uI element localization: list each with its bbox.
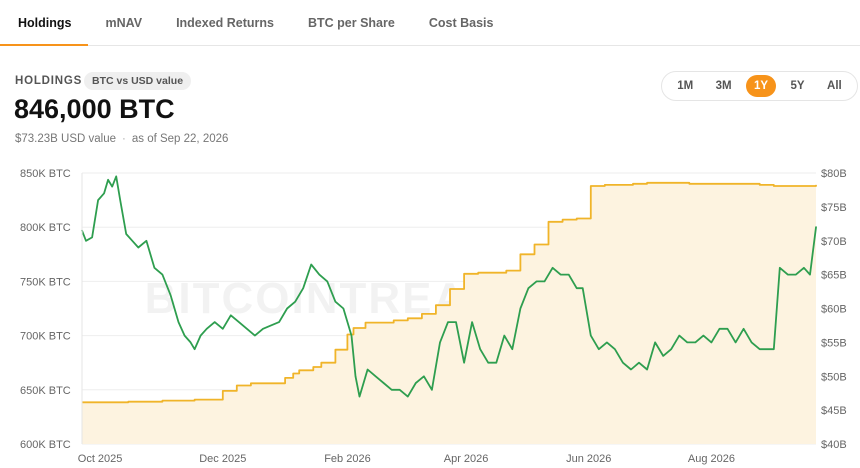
y-left-tick-label: 800K BTC <box>20 222 71 234</box>
tab-btc-per-share[interactable]: BTC per Share <box>308 15 395 30</box>
tab-indexed-returns[interactable]: Indexed Returns <box>176 15 274 30</box>
range-1m-button[interactable]: 1M <box>677 80 694 92</box>
y-right-tick-label: $70B <box>821 236 847 248</box>
x-tick-label: Dec 2025 <box>199 453 246 465</box>
usd-value: $73.23B USD value <box>15 133 117 145</box>
tab-cost-basis[interactable]: Cost Basis <box>428 15 494 30</box>
time-range-selector: 1M 3M 1Y 5Y All <box>661 71 858 101</box>
y-left-tick-label: 750K BTC <box>20 276 71 288</box>
x-tick-label: Aug 2026 <box>688 453 735 465</box>
y-right-tick-label: $65B <box>821 270 847 282</box>
as-of-date: as of Sep 22, 2026 <box>131 133 229 145</box>
y-left-tick-label: 600K BTC <box>20 439 71 451</box>
range-1y-button[interactable]: 1Y <box>746 75 777 97</box>
range-3m-button[interactable]: 3M <box>715 80 732 92</box>
y-right-tick-label: $55B <box>821 337 847 349</box>
y-right-tick-label: $45B <box>821 405 847 417</box>
range-5y-button[interactable]: 5Y <box>790 80 805 92</box>
holdings-line <box>82 181 817 404</box>
tab-holdings[interactable]: Holdings <box>0 0 89 46</box>
section-label: HOLDINGS <box>15 75 83 87</box>
holdings-area <box>82 182 816 445</box>
y-right-tick-label: $60B <box>821 304 847 316</box>
x-tick-label: Apr 2026 <box>444 453 489 465</box>
y-right-tick-label: $75B <box>821 202 847 214</box>
holdings-subline: $73.23B USD value · as of Sep 22, 2026 <box>15 133 229 145</box>
range-all-button[interactable]: All <box>827 80 842 92</box>
y-right-tick-label: $80B <box>821 168 847 180</box>
y-left-tick-label: 700K BTC <box>20 331 71 343</box>
comparison-badge: BTC vs USD value <box>84 72 192 90</box>
x-tick-label: Oct 2025 <box>78 453 123 465</box>
tab-bar: Holdings mNAV Indexed Returns BTC per Sh… <box>0 0 860 46</box>
y-right-tick-label: $50B <box>821 371 847 383</box>
y-left-tick-label: 850K BTC <box>20 168 71 180</box>
usd-value-line <box>81 175 817 398</box>
x-tick-label: Jun 2026 <box>566 453 611 465</box>
holdings-value: 846,000 BTC <box>14 94 175 124</box>
tab-mnav[interactable]: mNAV <box>105 15 143 30</box>
y-right-tick-label: $40B <box>821 439 847 451</box>
y-left-tick-label: 650K BTC <box>20 385 71 397</box>
x-tick-label: Feb 2026 <box>324 453 370 465</box>
